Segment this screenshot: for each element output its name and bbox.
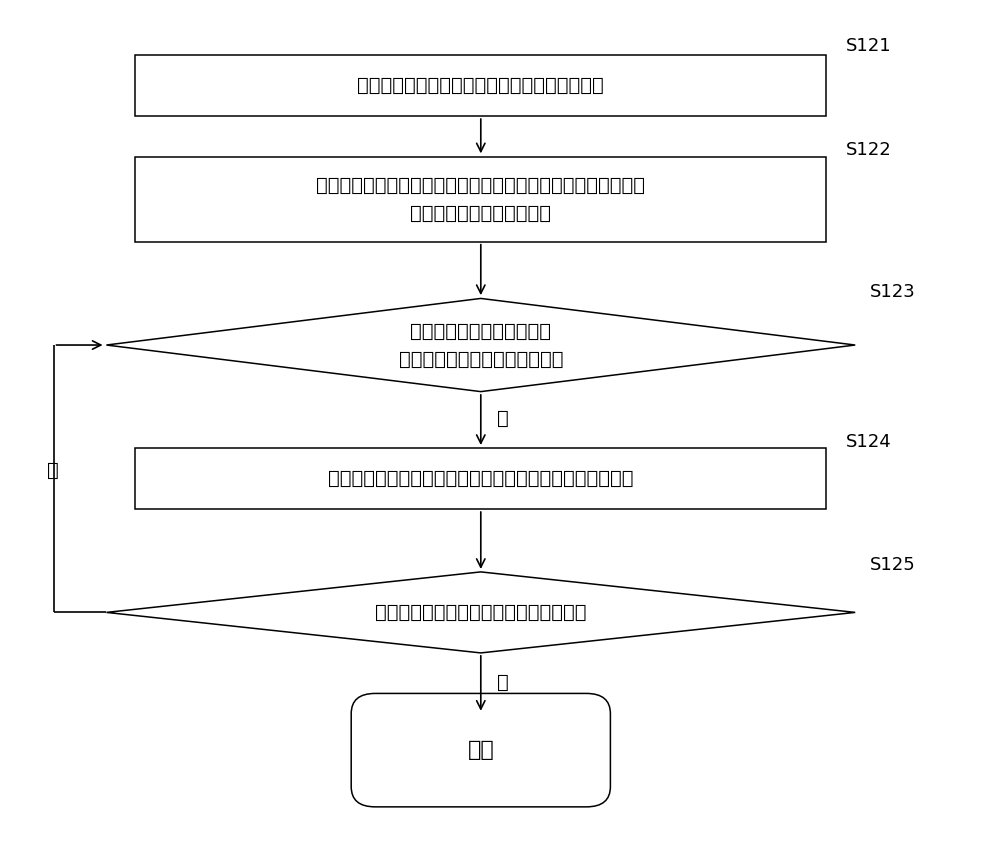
Polygon shape [106, 572, 855, 653]
FancyBboxPatch shape [351, 694, 610, 807]
Text: 当邻接节点接收到标签时，
判断邻接节点是否属于第一节点: 当邻接节点接收到标签时， 判断邻接节点是否属于第一节点 [399, 322, 563, 369]
Text: 标签的传播次数是否已达到标签传播次数: 标签的传播次数是否已达到标签传播次数 [375, 603, 587, 622]
FancyBboxPatch shape [135, 56, 826, 116]
Text: 是: 是 [497, 674, 509, 692]
Text: S124: S124 [846, 433, 891, 451]
Text: 否: 否 [497, 408, 509, 427]
Text: S121: S121 [846, 36, 891, 55]
Text: 将邻接节点接收到的标签传播给与邻接节点相邻的邻接节点: 将邻接节点接收到的标签传播给与邻接节点相邻的邻接节点 [328, 469, 634, 488]
FancyBboxPatch shape [135, 157, 826, 241]
Polygon shape [106, 299, 855, 392]
Text: 以第一节点为起始节点，分别向邻接节点传播标签，其中，标签
的内容包括第一节点的编号: 以第一节点为起始节点，分别向邻接节点传播标签，其中，标签 的内容包括第一节点的编… [316, 176, 645, 223]
Text: 结束: 结束 [467, 740, 494, 760]
Text: S122: S122 [846, 141, 891, 160]
Text: S123: S123 [870, 283, 915, 301]
Text: S125: S125 [870, 556, 915, 575]
FancyBboxPatch shape [135, 448, 826, 509]
Text: 否: 否 [47, 461, 59, 480]
Text: 对关系网络中的所有节点的标签内容进行初始化: 对关系网络中的所有节点的标签内容进行初始化 [357, 76, 604, 95]
